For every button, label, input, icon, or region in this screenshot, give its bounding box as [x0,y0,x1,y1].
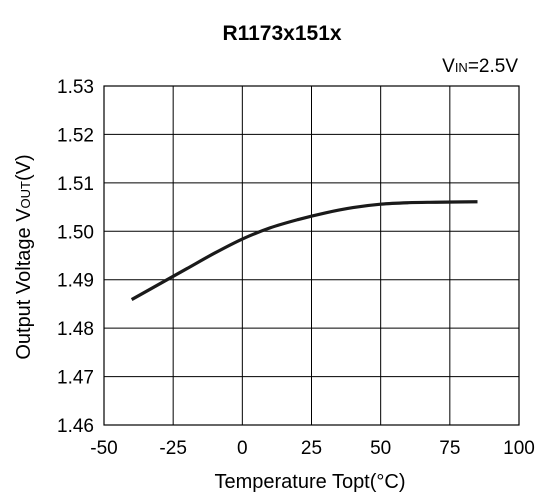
x-tick-label: -25 [159,438,186,459]
series-group [130,200,478,301]
condition-label: VIN=2.5V [442,56,518,77]
y-tick-label: 1.49 [57,271,94,292]
y-tick-labels: 1.46 1.47 1.48 1.49 1.50 1.51 1.52 1.53 [57,77,94,437]
x-tick-label: 0 [237,438,248,459]
x-tick-label: 75 [439,438,460,459]
x-tick-label: 100 [503,438,535,459]
y-tick-label: 1.53 [57,77,94,98]
y-axis-label: Output Voltage VOUT(V) [13,154,35,359]
x-tick-label: 50 [370,438,391,459]
x-tick-label: 25 [301,438,322,459]
x-axis-label: Temperature Topt(°C) [214,471,405,493]
chart-title: R1173x151x [222,22,341,45]
plot-frame [103,85,520,426]
gridlines [103,85,520,426]
y-tick-label: 1.47 [57,368,94,389]
x-tick-labels: -50 -25 0 25 50 75 100 [90,438,535,459]
x-tick-label: -50 [90,438,117,459]
y-tick-label: 1.48 [57,319,94,340]
y-tick-label: 1.50 [57,222,94,243]
y-tick-label: 1.51 [57,174,94,195]
series-line [130,200,478,301]
y-tick-label: 1.52 [57,125,94,146]
y-tick-label: 1.46 [57,416,94,437]
